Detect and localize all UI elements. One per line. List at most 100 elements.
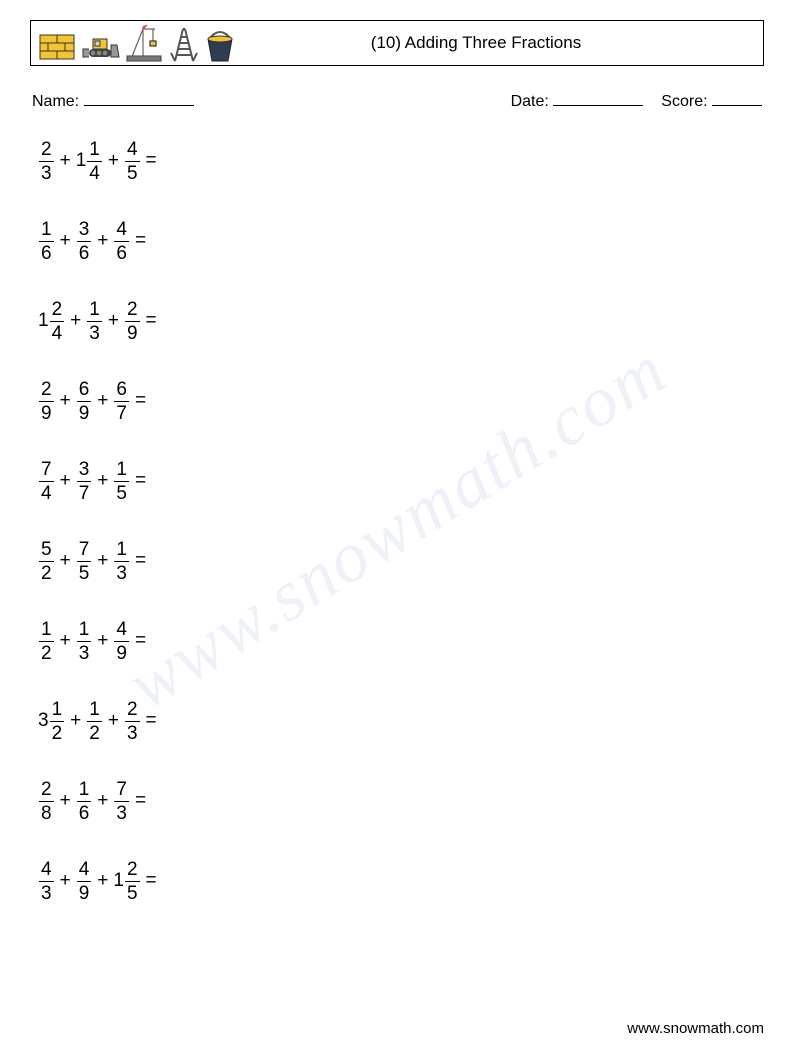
plus-operator: + — [97, 470, 108, 492]
numerator: 1 — [87, 299, 102, 320]
denominator: 2 — [87, 723, 102, 744]
denominator: 7 — [114, 403, 129, 424]
fraction-bar — [114, 481, 129, 482]
denominator: 3 — [114, 803, 129, 824]
fraction: 23 — [125, 699, 140, 744]
denominator: 9 — [114, 643, 129, 664]
fraction: 52 — [39, 539, 54, 584]
denominator: 2 — [39, 563, 54, 584]
numerator: 1 — [39, 219, 54, 240]
numerator: 2 — [125, 859, 140, 880]
plus-operator: + — [60, 630, 71, 652]
fraction: 49 — [77, 859, 92, 904]
fraction-bar — [39, 561, 54, 562]
fraction: 12 — [50, 699, 65, 744]
fraction-bar — [77, 241, 92, 242]
denominator: 3 — [125, 723, 140, 744]
worksheet-title: (10) Adding Three Fractions — [237, 33, 755, 53]
numerator: 6 — [77, 379, 92, 400]
fraction: 12 — [87, 699, 102, 744]
denominator: 3 — [114, 563, 129, 584]
numerator: 2 — [39, 779, 54, 800]
equals-sign: = — [135, 550, 146, 572]
plus-operator: + — [97, 550, 108, 572]
equals-sign: = — [146, 870, 157, 892]
numerator: 2 — [125, 699, 140, 720]
fraction: 74 — [39, 459, 54, 504]
numerator: 4 — [125, 139, 140, 160]
plus-operator: + — [60, 230, 71, 252]
fraction-bar — [87, 321, 102, 322]
numerator: 4 — [114, 219, 129, 240]
footer-url: www.snowmath.com — [627, 1020, 764, 1037]
fraction-bar — [125, 721, 140, 722]
numerator: 4 — [39, 859, 54, 880]
denominator: 3 — [39, 163, 54, 184]
worksheet-page: (10) Adding Three Fractions Name: Date: … — [0, 0, 794, 903]
fraction-bar — [125, 321, 140, 322]
brick-wall-icon — [39, 31, 77, 63]
numerator: 1 — [39, 619, 54, 640]
fraction: 75 — [77, 539, 92, 584]
problem-list: 23+114+45=16+36+46=124+13+29=29+69+67=74… — [30, 139, 764, 903]
fraction: 49 — [114, 619, 129, 664]
score-blank — [712, 90, 762, 106]
equals-sign: = — [135, 230, 146, 252]
problem-row: 23+114+45= — [38, 139, 764, 183]
fraction-bar — [125, 881, 140, 882]
numerator: 5 — [39, 539, 54, 560]
fraction: 37 — [77, 459, 92, 504]
denominator: 6 — [39, 243, 54, 264]
fraction: 16 — [77, 779, 92, 824]
problem-row: 312+12+23= — [38, 699, 764, 743]
numerator: 2 — [125, 299, 140, 320]
plus-operator: + — [97, 630, 108, 652]
denominator: 2 — [39, 643, 54, 664]
fraction-bar — [50, 321, 65, 322]
name-field: Name: — [32, 90, 194, 111]
fraction: 67 — [114, 379, 129, 424]
fraction: 28 — [39, 779, 54, 824]
fraction: 13 — [87, 299, 102, 344]
fraction-bar — [39, 481, 54, 482]
numerator: 1 — [77, 619, 92, 640]
fraction-bar — [77, 881, 92, 882]
info-spacer — [194, 90, 511, 111]
problem-row: 12+13+49= — [38, 619, 764, 663]
plus-operator: + — [70, 710, 81, 732]
plus-operator: + — [60, 150, 71, 172]
fraction: 29 — [39, 379, 54, 424]
denominator: 9 — [125, 323, 140, 344]
whole-number: 3 — [38, 710, 49, 732]
numerator: 3 — [77, 219, 92, 240]
numerator: 4 — [77, 859, 92, 880]
fraction: 25 — [125, 859, 140, 904]
denominator: 6 — [77, 243, 92, 264]
plus-operator: + — [108, 150, 119, 172]
problem-row: 16+36+46= — [38, 219, 764, 263]
numerator: 3 — [77, 459, 92, 480]
denominator: 3 — [39, 883, 54, 904]
fraction-bar — [125, 161, 140, 162]
fraction-bar — [114, 241, 129, 242]
denominator: 6 — [77, 803, 92, 824]
fraction: 43 — [39, 859, 54, 904]
plus-operator: + — [97, 790, 108, 812]
fraction: 15 — [114, 459, 129, 504]
header-box: (10) Adding Three Fractions — [30, 20, 764, 66]
score-field: Score: — [661, 90, 762, 111]
fraction: 14 — [87, 139, 102, 184]
equals-sign: = — [135, 390, 146, 412]
date-label: Date: — [511, 93, 549, 110]
equals-sign: = — [135, 470, 146, 492]
fraction: 36 — [77, 219, 92, 264]
fraction: 24 — [50, 299, 65, 344]
date-blank — [553, 90, 643, 106]
plus-operator: + — [60, 790, 71, 812]
numerator: 1 — [87, 139, 102, 160]
fraction-bar — [50, 721, 65, 722]
equals-sign: = — [146, 710, 157, 732]
plus-operator: + — [70, 310, 81, 332]
plus-operator: + — [60, 870, 71, 892]
header-icon-strip — [39, 23, 237, 63]
